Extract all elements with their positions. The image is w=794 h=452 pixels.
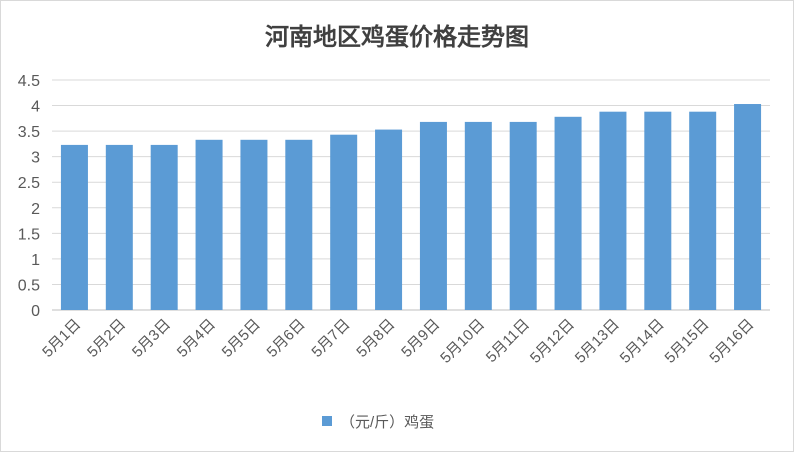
bar: [240, 139, 268, 310]
bar: [195, 139, 223, 310]
y-tick-label: 3.5: [18, 124, 40, 141]
y-tick-label: 0.5: [18, 277, 40, 294]
bar: [60, 144, 88, 310]
bar: [734, 104, 762, 311]
bar: [285, 139, 313, 310]
bar: [554, 116, 582, 310]
y-tick-label: 3: [31, 150, 40, 167]
y-tick-label: 1.5: [18, 226, 40, 243]
y-tick-label: 2.5: [18, 175, 40, 192]
chart-title: 河南地区鸡蛋价格走势图: [265, 23, 529, 51]
bar: [599, 111, 627, 310]
y-tick-label: 1: [31, 252, 40, 269]
bars: [60, 104, 762, 311]
legend-swatch: [322, 416, 332, 426]
bar: [509, 121, 537, 311]
bar: [644, 111, 672, 310]
legend: （元/斤）鸡蛋: [322, 414, 434, 431]
bar: [464, 121, 492, 311]
y-tick-label: 4: [31, 99, 40, 116]
bar: [689, 111, 717, 310]
y-tick-labels: 0 0.5 1 1.5 2 2.5 3 3.5 4 4.5: [18, 73, 40, 320]
y-tick-label: 4.5: [18, 73, 40, 90]
bar: [105, 144, 133, 310]
legend-label: （元/斤）鸡蛋: [340, 414, 434, 431]
bar: [419, 121, 447, 311]
y-tick-label: 0: [31, 303, 40, 320]
bar: [375, 129, 403, 310]
bar: [150, 144, 178, 310]
bar: [330, 134, 358, 310]
y-tick-label: 2: [31, 201, 40, 218]
